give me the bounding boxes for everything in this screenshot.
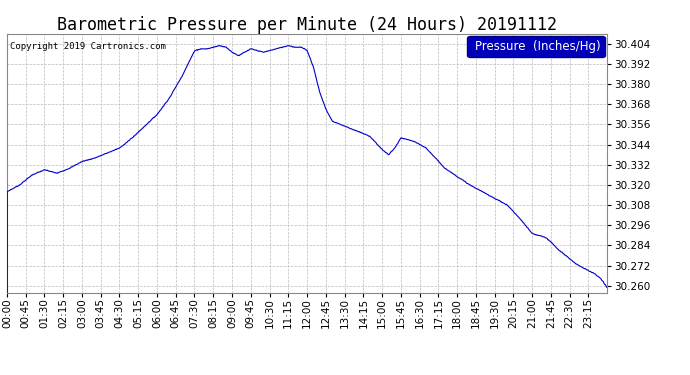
Text: Copyright 2019 Cartronics.com: Copyright 2019 Cartronics.com xyxy=(10,42,166,51)
Legend: Pressure  (Inches/Hg): Pressure (Inches/Hg) xyxy=(467,36,605,57)
Title: Barometric Pressure per Minute (24 Hours) 20191112: Barometric Pressure per Minute (24 Hours… xyxy=(57,16,557,34)
